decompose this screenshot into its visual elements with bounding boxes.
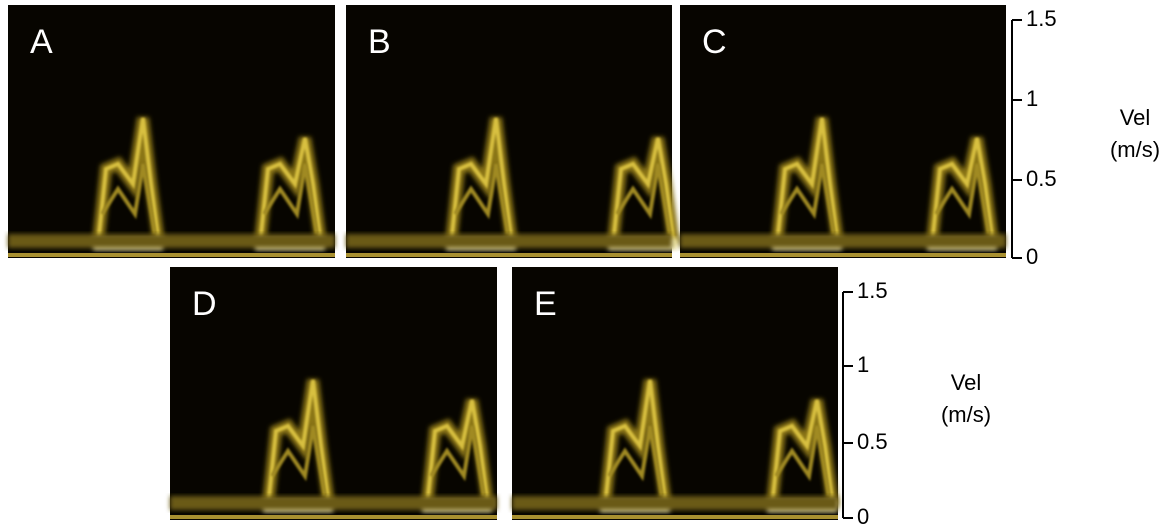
doppler-envelope: [770, 399, 835, 507]
panel-label: A: [30, 23, 53, 61]
doppler-inner: [429, 425, 486, 497]
tick-label: 1: [857, 352, 869, 377]
doppler-inner: [262, 163, 319, 235]
axis-title: Vel: [1120, 105, 1151, 130]
axis-title: Vel: [951, 370, 982, 395]
tick-label: 1.5: [1026, 6, 1057, 31]
tick-label: 0: [1026, 244, 1038, 269]
spectrogram-panel: A: [8, 5, 335, 258]
doppler-inner: [270, 425, 327, 497]
panel-background: [8, 5, 335, 258]
doppler-inner: [453, 163, 510, 235]
tick-label: 1.5: [857, 278, 888, 303]
doppler-envelope: [449, 117, 514, 245]
doppler-envelope: [425, 399, 490, 507]
baseline-noise: [346, 234, 672, 248]
tick-label: 0: [857, 504, 869, 529]
doppler-inner: [779, 163, 836, 235]
doppler-envelope: [611, 137, 676, 245]
panel-label: B: [368, 23, 391, 61]
doppler-inner: [774, 425, 831, 497]
tick-label: 0.5: [857, 429, 888, 454]
baseline-noise: [512, 496, 838, 510]
panel-label: C: [702, 23, 727, 61]
spectrogram-panel: E: [512, 267, 839, 520]
spectrogram-panel: C: [680, 5, 1006, 258]
doppler-inner: [100, 163, 157, 235]
doppler-envelope: [930, 137, 995, 245]
doppler-envelope: [96, 117, 161, 245]
doppler-envelope: [775, 117, 840, 245]
tick-label: 0.5: [1026, 166, 1057, 191]
spectrogram-panel: D: [170, 267, 497, 520]
doppler-envelope: [266, 379, 331, 507]
doppler-envelope: [258, 137, 323, 245]
axis-title: (m/s): [941, 402, 991, 427]
doppler-envelope: [603, 379, 668, 507]
panel-label: E: [534, 285, 557, 323]
tick-label: 1: [1026, 86, 1038, 111]
doppler-inner: [934, 163, 991, 235]
doppler-inner: [615, 163, 672, 235]
panel-background: [512, 267, 838, 520]
axis-title: (m/s): [1110, 137, 1160, 162]
baseline-noise: [8, 234, 335, 248]
doppler-inner: [607, 425, 664, 497]
panel-label: D: [192, 285, 217, 323]
spectrogram-panel: B: [346, 5, 680, 258]
